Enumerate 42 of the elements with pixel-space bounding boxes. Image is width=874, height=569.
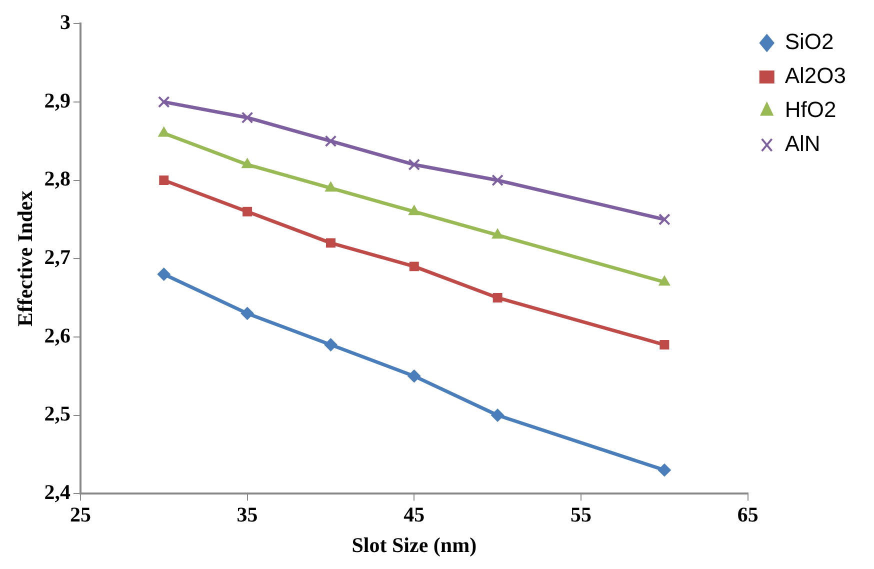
y-tick-label: 2,9 xyxy=(44,88,70,112)
legend-label: AlN xyxy=(784,131,820,156)
y-tick-label: 3 xyxy=(60,10,70,34)
point xyxy=(408,370,421,383)
point xyxy=(242,158,253,168)
y-axis-title: Effective Index xyxy=(13,190,38,327)
y-tick-label: 2,6 xyxy=(44,323,70,348)
point xyxy=(492,228,504,239)
point xyxy=(157,268,170,281)
x-tick-label: 35 xyxy=(236,502,258,527)
x-tick-label: 65 xyxy=(737,502,758,527)
y-tick-label: 2,4 xyxy=(44,480,71,504)
point xyxy=(159,176,169,186)
point xyxy=(408,158,420,171)
point xyxy=(241,112,254,124)
point xyxy=(324,338,338,352)
y-tick-label: 2,5 xyxy=(44,402,70,426)
point xyxy=(409,262,419,272)
legend-label: HfO2 xyxy=(784,97,836,122)
point xyxy=(158,126,170,137)
point xyxy=(491,408,504,422)
point xyxy=(658,276,670,286)
point xyxy=(492,174,504,186)
x-tick-label: 25 xyxy=(70,502,91,527)
legend-label: Al2O3 xyxy=(784,63,846,88)
point xyxy=(158,96,170,108)
point xyxy=(242,206,252,216)
x-tick-label: 45 xyxy=(404,502,425,527)
point xyxy=(408,205,420,216)
point xyxy=(658,464,671,477)
x-axis-title: Slot Size (nm) xyxy=(352,532,477,557)
point xyxy=(658,213,670,226)
y-tick-label: 2,7 xyxy=(44,245,70,270)
point xyxy=(324,135,337,148)
point xyxy=(326,238,336,248)
point xyxy=(325,182,336,192)
legend-label: SiO2 xyxy=(784,29,834,54)
point xyxy=(240,306,254,320)
x-tick-label: 55 xyxy=(570,502,592,527)
y-tick-label: 2,8 xyxy=(44,166,70,191)
point xyxy=(492,293,502,303)
point xyxy=(660,340,670,350)
